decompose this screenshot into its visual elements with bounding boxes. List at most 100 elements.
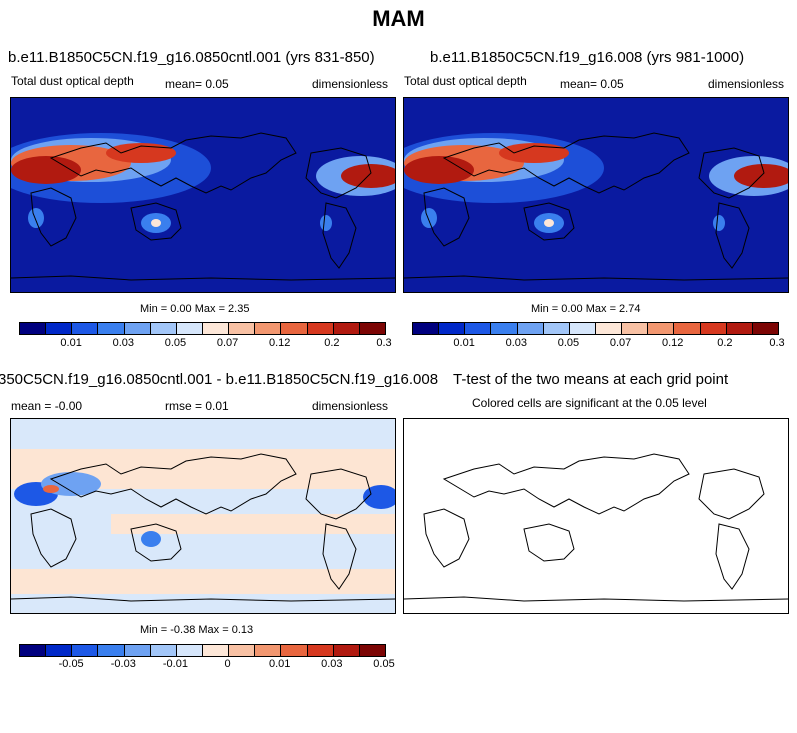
panel1-colorbar	[19, 322, 386, 335]
colorbar-swatch	[465, 323, 492, 334]
colorbar-swatch	[150, 323, 177, 334]
colorbar-swatch	[46, 645, 73, 656]
coastline	[442, 132, 690, 194]
colorbar-swatch	[752, 323, 778, 334]
panel2-mean-label: mean= 0.05	[560, 77, 624, 91]
colorbar-tick-label: -0.03	[110, 658, 136, 670]
colorbar-swatch	[307, 645, 334, 656]
colorbar-swatch	[543, 323, 570, 334]
panel1-units-label: dimensionless	[312, 77, 389, 91]
colorbar-tick-label: 0.07	[609, 337, 632, 349]
coastline	[715, 202, 750, 269]
colorbar-swatch	[569, 323, 596, 334]
colorbar-swatch	[229, 323, 256, 334]
panel3-map	[10, 418, 396, 614]
colorbar-swatch	[150, 645, 177, 656]
colorbar-swatch	[517, 323, 544, 334]
colorbar-tick-label: 0.12	[661, 337, 684, 349]
colorbar-swatch	[176, 645, 203, 656]
panel2-title: b.e11.B1850C5CN.f19_g16.008 (yrs 981-100…	[430, 49, 745, 66]
panel3-title: 350C5CN.f19_g16.0850cntl.001 - b.e11.B18…	[0, 371, 460, 388]
colorbar-tick-label: 0.03	[321, 658, 343, 670]
panel4-title: T-test of the two means at each grid poi…	[453, 371, 729, 388]
panel1-variable-label: Total dust optical depth	[11, 74, 134, 88]
colorbar-swatch	[648, 323, 675, 334]
colorbar-swatch	[202, 645, 230, 656]
colorbar-tick-label: 0.05	[373, 658, 395, 670]
panel2-variable-label: Total dust optical depth	[404, 74, 527, 88]
panel1-mean-label: mean= 0.05	[165, 77, 229, 91]
panel2-map	[403, 97, 789, 293]
coastline	[130, 523, 182, 562]
panel3-rmse-label: rmse = 0.01	[165, 399, 229, 413]
dust-south-africa	[421, 208, 437, 228]
colorbar-swatch	[20, 323, 47, 334]
colorbar-swatch	[72, 323, 99, 334]
coastline	[130, 202, 182, 241]
diff-negative-australia	[141, 531, 161, 547]
dust-core-left	[404, 156, 474, 184]
panel3-units-label: dimensionless	[312, 399, 389, 413]
colorbar-tick-label: 0.07	[216, 337, 239, 349]
dust-australia-core	[151, 219, 161, 227]
diff-band-tropics	[111, 514, 395, 534]
coastline	[423, 187, 470, 247]
colorbar-swatch	[359, 323, 385, 334]
dust-core-asia	[106, 143, 176, 163]
colorbar-tick-label: 0.3	[376, 337, 392, 349]
coastline	[322, 523, 357, 590]
coastline	[715, 523, 750, 590]
panel1-title: b.e11.B1850C5CN.f19_g16.0850cntl.001 (yr…	[8, 49, 375, 66]
diff-positive-spot	[43, 485, 59, 493]
coastline	[11, 275, 395, 281]
coastline	[322, 202, 357, 269]
colorbar-swatch	[595, 323, 623, 334]
colorbar-tick-label: 0.03	[112, 337, 134, 349]
coastline	[305, 147, 372, 199]
ttest-background	[404, 419, 788, 613]
colorbar-swatch	[622, 323, 649, 334]
colorbar-swatch	[281, 645, 308, 656]
panel3-colorbar	[19, 644, 386, 657]
dust-australia-core	[544, 219, 554, 227]
coastline	[442, 453, 690, 515]
colorbar-swatch	[491, 323, 518, 334]
dust-south-africa	[28, 208, 44, 228]
colorbar-tick-label: 0.3	[769, 337, 785, 349]
diff-band-south	[11, 569, 395, 594]
panel3-minmax: Min = -0.38 Max = 0.13	[140, 624, 254, 636]
coastline	[11, 596, 395, 602]
coastline	[305, 468, 372, 520]
colorbar-swatch	[255, 323, 282, 334]
colorbar-tick-label: 0.2	[717, 337, 733, 349]
colorbar-swatch	[202, 323, 230, 334]
diff-negative-right	[363, 485, 395, 509]
colorbar-tick-label: 0	[224, 658, 231, 670]
colorbar-tick-label: 0.12	[268, 337, 291, 349]
colorbar-swatch	[359, 645, 385, 656]
colorbar-swatch	[229, 645, 256, 656]
colorbar-swatch	[124, 645, 151, 656]
figure-title: MAM	[372, 6, 425, 31]
panel3-mean-label: mean = -0.00	[11, 399, 83, 413]
colorbar-tick-label: 0.03	[505, 337, 527, 349]
coastline	[523, 523, 575, 562]
colorbar-swatch	[72, 645, 99, 656]
coastline	[49, 132, 297, 194]
colorbar-swatch	[98, 645, 125, 656]
dust-core-asia	[499, 143, 569, 163]
coastline	[30, 508, 77, 568]
colorbar-tick-label: 0.05	[164, 337, 187, 349]
colorbar-swatch	[413, 323, 440, 334]
colorbar-tick-label: 0.05	[557, 337, 580, 349]
colorbar-swatch	[20, 645, 47, 656]
coastline	[49, 453, 297, 515]
colorbar-tick-label: -0.01	[162, 658, 188, 670]
colorbar-swatch	[700, 323, 727, 334]
coastline	[404, 596, 788, 602]
coastline	[30, 187, 77, 247]
dust-south-america	[320, 215, 332, 231]
colorbar-tick-label: 0.01	[453, 337, 475, 349]
coastline	[698, 468, 765, 520]
colorbar-swatch	[176, 323, 203, 334]
